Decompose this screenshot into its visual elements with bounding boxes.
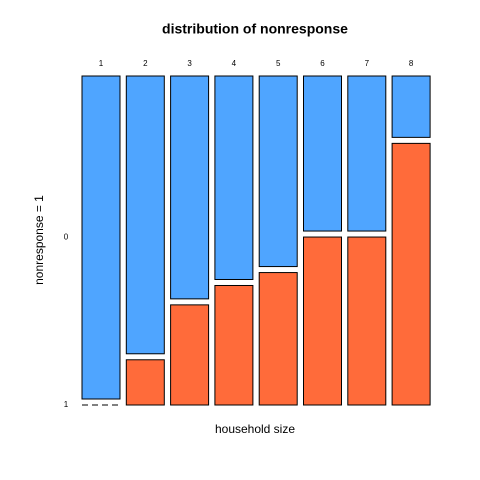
segment [170, 75, 210, 300]
x-tick-label: 3 [187, 59, 192, 68]
segment [303, 75, 342, 232]
x-tick-label: 5 [276, 59, 281, 68]
segment [303, 236, 342, 406]
y-tick-label: 1 [64, 400, 69, 409]
segment [170, 304, 210, 406]
segment [125, 359, 165, 406]
x-tick-label: 2 [143, 59, 148, 68]
segment [258, 272, 298, 406]
segment [347, 75, 387, 232]
segment [391, 142, 431, 406]
x-tick-label: 7 [365, 59, 370, 68]
segment [125, 75, 165, 355]
segment [347, 236, 387, 406]
segment [214, 284, 254, 406]
segment [258, 75, 298, 268]
x-axis-label: household size [215, 422, 295, 436]
x-tick-label: 1 [99, 59, 104, 68]
y-axis-label: nonresponse = 1 [32, 195, 46, 285]
segment [214, 75, 254, 280]
segment [81, 75, 121, 400]
segment [391, 75, 431, 138]
x-tick-label: 6 [320, 59, 325, 68]
x-tick-label: 4 [232, 59, 237, 68]
chart-title: distribution of nonresponse [162, 21, 348, 37]
y-tick-label: 0 [64, 233, 69, 242]
x-tick-label: 8 [409, 59, 414, 68]
